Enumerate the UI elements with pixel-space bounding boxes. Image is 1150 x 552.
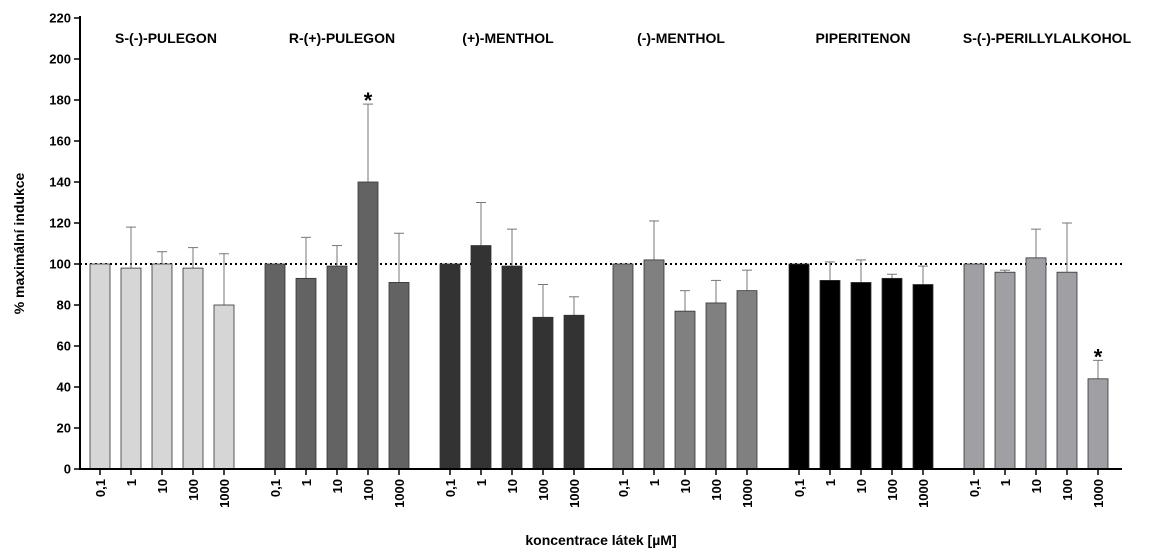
x-tick-label: 10 — [854, 479, 869, 493]
y-axis-title: % maximální indukce — [11, 172, 27, 314]
x-tick-label: 10 — [1029, 479, 1044, 493]
bar — [264, 263, 286, 470]
x-tick-label: 0,1 — [268, 479, 283, 497]
x-tick-label: 10 — [155, 479, 170, 493]
x-axis: 0,1 1 10 100 1000 0,1 1 10 100 1000 0,1 1 10 100 1000 0… — [79, 468, 1122, 508]
y-tick-label: 80 — [57, 298, 71, 313]
y-axis: 0 20 40 60 80 100 120 140 160 180 200 220 — [49, 11, 81, 477]
bar — [705, 302, 727, 470]
x-tick-label: 0,1 — [967, 479, 982, 497]
bar — [326, 265, 348, 470]
group-label: S-(-)-PULEGON — [115, 30, 217, 46]
bar — [357, 181, 379, 470]
bar — [532, 316, 554, 470]
bar-group: (-)-MENTHOL — [612, 30, 758, 470]
bar — [643, 259, 665, 470]
bar-groups: S-(-)-PULEGON R-(+)-PULEGON * (+)-MENTHOL (-… — [80, 30, 1132, 470]
significance-marker: * — [1094, 344, 1103, 369]
bar — [850, 282, 872, 470]
x-tick-label: 100 — [361, 479, 376, 501]
bar — [963, 263, 985, 470]
x-tick-label: 1000 — [217, 479, 232, 508]
bar-group: S-(-)-PULEGON — [89, 30, 235, 470]
bar — [295, 277, 317, 470]
x-tick-label: 0,1 — [792, 479, 807, 497]
bar — [563, 314, 585, 470]
significance-marker: * — [364, 88, 373, 113]
y-tick-label: 60 — [57, 339, 71, 354]
bar — [881, 277, 903, 470]
y-tick-label: 100 — [49, 257, 71, 272]
bar — [151, 263, 173, 470]
group-label: S-(-)-PERILLYLALKOHOL — [963, 30, 1132, 46]
bar-group: S-(-)-PERILLYLALKOHOL * — [963, 30, 1132, 470]
x-tick-label: 1000 — [740, 479, 755, 508]
x-tick-label: 10 — [330, 479, 345, 493]
group-label: PIPERITENON — [816, 30, 911, 46]
bar — [788, 263, 810, 470]
bar — [612, 263, 634, 470]
x-tick-label: 0,1 — [93, 479, 108, 497]
bar — [388, 282, 410, 470]
bar — [470, 245, 492, 470]
bar — [994, 271, 1016, 470]
y-tick-label: 180 — [49, 93, 71, 108]
x-tick-label: 1000 — [392, 479, 407, 508]
bar-group: R-(+)-PULEGON * — [264, 30, 410, 470]
bar — [120, 267, 142, 470]
x-tick-label: 10 — [505, 479, 520, 493]
bar — [1087, 378, 1109, 470]
x-tick-label: 1 — [124, 479, 139, 486]
x-tick-label: 100 — [536, 479, 551, 501]
x-tick-label: 10 — [678, 479, 693, 493]
bar — [912, 284, 934, 470]
group-label: (+)-MENTHOL — [462, 30, 554, 46]
y-tick-label: 0 — [64, 462, 71, 477]
x-tick-label: 100 — [885, 479, 900, 501]
x-tick-label: 1 — [474, 479, 489, 486]
bar — [1056, 271, 1078, 470]
bar — [819, 279, 841, 470]
bar-group: PIPERITENON — [788, 30, 934, 470]
bar — [439, 263, 461, 470]
x-tick-label: 100 — [186, 479, 201, 501]
y-tick-label: 200 — [49, 52, 71, 67]
x-axis-title: koncentrace látek [µM] — [525, 532, 676, 548]
y-tick-label: 160 — [49, 134, 71, 149]
x-tick-label: 0,1 — [616, 479, 631, 497]
bar-group: (+)-MENTHOL — [439, 30, 585, 470]
y-tick-label: 140 — [49, 175, 71, 190]
bar — [736, 290, 758, 470]
bar — [89, 263, 111, 470]
group-label: R-(+)-PULEGON — [289, 30, 395, 46]
y-tick-label: 220 — [49, 11, 71, 26]
bar — [674, 310, 696, 470]
x-tick-label: 1 — [299, 479, 314, 486]
x-tick-label: 1000 — [567, 479, 582, 508]
group-label: (-)-MENTHOL — [637, 30, 725, 46]
y-tick-label: 120 — [49, 216, 71, 231]
y-tick-label: 20 — [57, 421, 71, 436]
x-tick-label: 1 — [998, 479, 1013, 486]
x-tick-label: 100 — [709, 479, 724, 501]
x-tick-label: 0,1 — [443, 479, 458, 497]
bar — [213, 304, 235, 470]
x-tick-label: 100 — [1060, 479, 1075, 501]
y-tick-label: 40 — [57, 380, 71, 395]
bar — [501, 265, 523, 470]
bar — [1025, 257, 1047, 470]
x-tick-label: 1000 — [916, 479, 931, 508]
x-tick-label: 1000 — [1091, 479, 1106, 508]
x-tick-label: 1 — [823, 479, 838, 486]
x-tick-label: 1 — [647, 479, 662, 486]
bar — [182, 267, 204, 470]
